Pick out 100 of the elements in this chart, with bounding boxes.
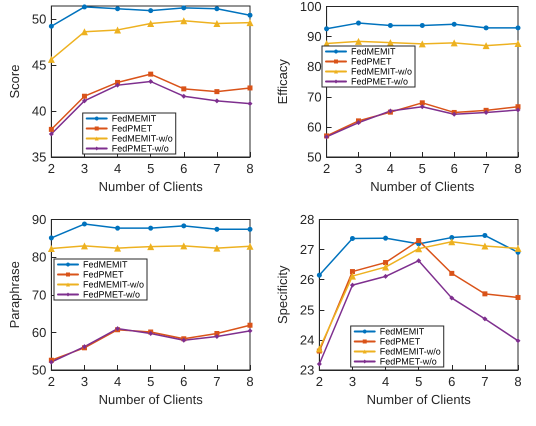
x-tick-label: 2	[316, 374, 323, 389]
point	[514, 244, 522, 252]
y-axis-title: Paraphrase	[7, 261, 22, 328]
x-tick-label: 5	[415, 374, 422, 389]
x-axis-title: Number of Clients	[98, 392, 204, 407]
y-tick-label: 60	[32, 324, 46, 340]
point	[418, 40, 426, 48]
point	[180, 242, 188, 250]
point	[48, 131, 54, 136]
point	[82, 98, 87, 104]
point	[482, 232, 488, 238]
point	[48, 56, 55, 63]
point	[350, 282, 355, 288]
x-tick-label: 7	[213, 374, 221, 389]
legend-label: FedMEMIT	[380, 326, 425, 336]
y-tick-label: 50	[307, 150, 322, 164]
point	[324, 26, 330, 32]
point	[80, 242, 88, 250]
point	[246, 19, 254, 26]
legend-label: FedMEMIT-w/o	[351, 66, 412, 76]
x-tick-label: 8	[514, 161, 522, 176]
y-axis-title: Efficacy	[275, 58, 290, 104]
point	[248, 12, 252, 18]
point	[180, 17, 188, 24]
x-tick-label: 8	[246, 161, 254, 176]
point	[448, 238, 456, 246]
x-tick-label: 4	[386, 161, 394, 176]
y-tick-label: 23	[300, 362, 314, 378]
x-tick-label: 4	[114, 374, 122, 389]
x-tick-label: 8	[246, 374, 254, 389]
point	[147, 243, 154, 250]
point	[82, 94, 87, 99]
y-tick-label: 24	[300, 332, 314, 348]
point	[416, 258, 422, 264]
x-tick-label: 2	[322, 161, 330, 176]
legend-label: FedMEMIT-w/o	[380, 346, 441, 356]
point	[388, 22, 393, 28]
point	[354, 38, 362, 45]
y-tick-label: 90	[32, 212, 46, 227]
point	[350, 269, 355, 274]
point	[248, 85, 252, 90]
point	[114, 244, 122, 252]
point	[516, 104, 520, 110]
x-tick-label: 6	[448, 374, 456, 389]
point	[382, 264, 390, 271]
x-axis-title: Number of Clients	[370, 178, 475, 194]
point	[482, 291, 488, 296]
y-tick-label: 90	[307, 29, 322, 44]
legend-label: FedMEMIT-w/o	[112, 134, 173, 144]
x-tick-label: 3	[80, 161, 88, 176]
point	[482, 316, 488, 322]
point	[350, 236, 355, 241]
point	[148, 226, 154, 231]
legend-label: FedMEMIT	[112, 114, 157, 124]
point	[450, 39, 458, 46]
point	[181, 94, 186, 99]
x-tick-label: 3	[348, 374, 356, 389]
point	[516, 25, 520, 30]
legend-label: FedPMET	[351, 56, 392, 66]
point	[449, 270, 454, 276]
point	[484, 25, 489, 30]
point	[415, 245, 422, 252]
point	[481, 242, 488, 250]
point	[115, 6, 120, 12]
y-axis-title: Score	[7, 64, 22, 98]
point	[115, 226, 120, 231]
y-tick-label: 80	[32, 250, 46, 265]
point	[48, 126, 54, 132]
legend-label: FedPMET	[380, 336, 421, 346]
point	[316, 361, 322, 366]
x-tick-label: 3	[354, 161, 362, 176]
point	[114, 26, 122, 34]
x-axis-title: Number of Clients	[98, 178, 204, 194]
point	[248, 322, 252, 328]
y-tick-label: 50	[32, 11, 46, 26]
point	[148, 72, 154, 77]
point	[420, 104, 425, 110]
x-tick-label: 6	[180, 161, 188, 176]
legend-label: FedMEMIT	[351, 46, 396, 56]
point	[246, 242, 254, 250]
point	[48, 235, 54, 240]
point	[48, 24, 54, 29]
y-tick-label: 70	[307, 89, 322, 104]
point	[248, 101, 252, 106]
legend-label: FedMEMIT-w/o	[83, 280, 144, 290]
x-tick-label: 8	[514, 374, 522, 389]
legend-label: FedPMET-w/o	[351, 76, 408, 86]
x-tick-label: 4	[114, 161, 122, 176]
y-tick-label: 25	[300, 302, 314, 318]
point	[48, 244, 55, 252]
point	[82, 4, 87, 10]
x-tick-label: 3	[80, 374, 88, 389]
point	[514, 40, 522, 48]
point	[147, 20, 154, 27]
legend-label: FedMEMIT	[83, 260, 128, 270]
point	[383, 274, 388, 279]
y-axis-title: Specificity	[275, 264, 290, 324]
x-tick-label: 7	[213, 161, 221, 176]
point	[214, 89, 220, 94]
point	[148, 8, 154, 14]
